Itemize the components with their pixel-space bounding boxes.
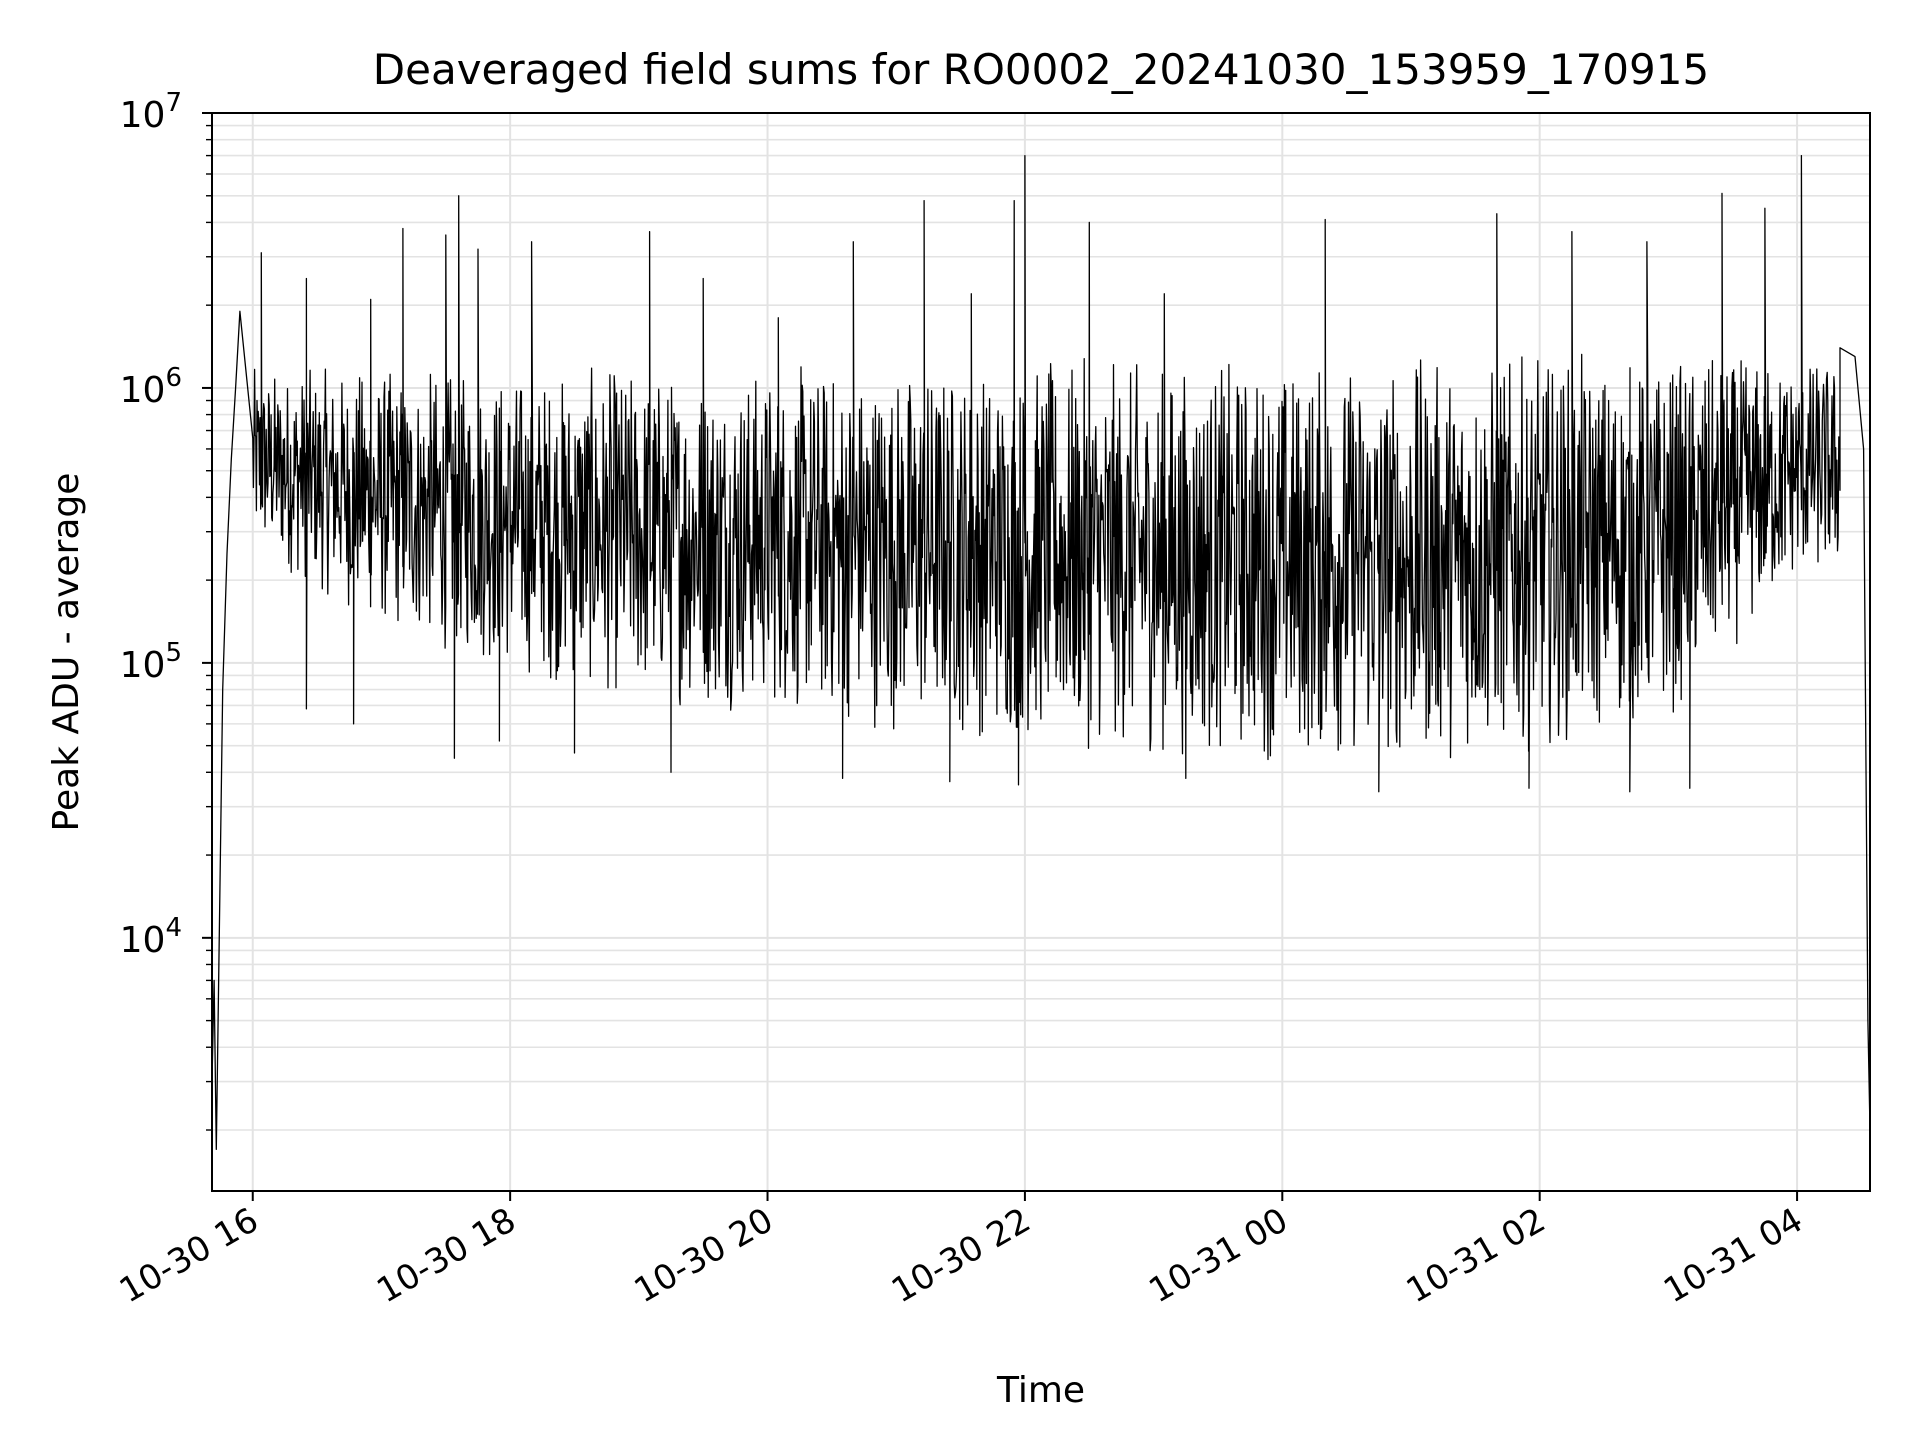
plot-frame [211,112,1871,1192]
data-layer [212,154,1870,1151]
chart-title: Deaveraged field sums for RO0002_2024103… [373,45,1709,94]
y-tick-label: 104 [120,913,182,961]
y-tick-label: 106 [120,363,182,411]
x-axis-label: Time [996,1370,1085,1411]
y-axis-label: Peak ADU - average [46,473,87,832]
y-tick-label: 105 [120,638,182,686]
series-line [212,154,1870,1151]
y-tick-label: 107 [120,88,182,136]
